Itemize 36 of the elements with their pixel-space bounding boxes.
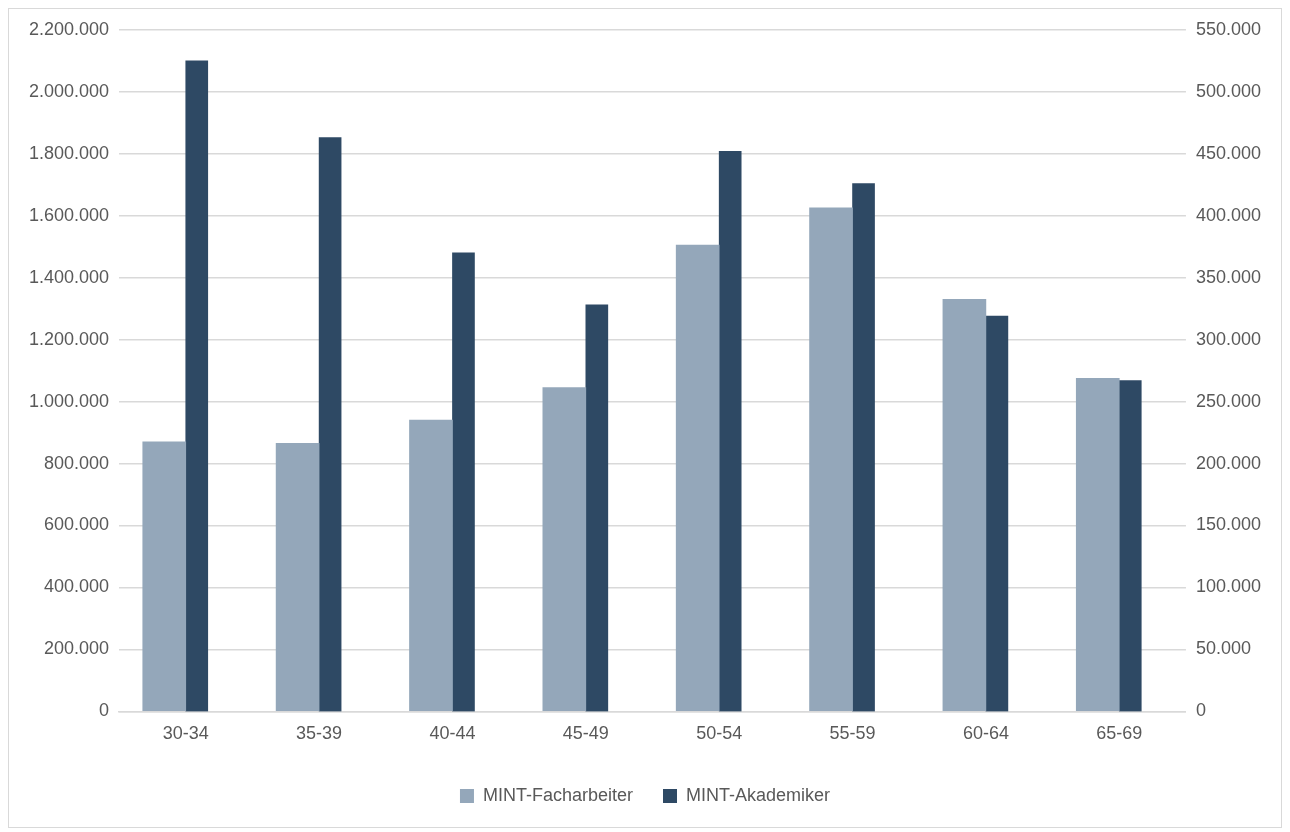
y2-tick-label: 0 (1195, 700, 1206, 721)
legend-label: MINT-Facharbeiter (482, 784, 634, 805)
y-tick-label: 800.000 (44, 452, 110, 473)
y2-tick-label: 300.000 (1195, 328, 1262, 349)
y-tick-label: 1.000.000 (29, 390, 110, 411)
y2-tick-label: 450.000 (1195, 142, 1262, 163)
y-tick-label: 0 (99, 700, 110, 721)
y2-tick-label: 50.000 (1195, 638, 1251, 659)
x-tick-label: 30-34 (162, 723, 209, 744)
y2-tick-label: 400.000 (1195, 204, 1262, 225)
y2-tick-label: 250.000 (1195, 390, 1262, 411)
y-tick-label: 1.800.000 (29, 142, 110, 163)
x-tick-label: 50-54 (696, 723, 743, 744)
x-tick-label: 40-44 (429, 723, 476, 744)
bar (185, 60, 209, 712)
bar (318, 137, 342, 712)
y-tick-label: 1.200.000 (29, 328, 110, 349)
y-tick-label: 600.000 (44, 514, 110, 535)
y2-tick-label: 200.000 (1195, 452, 1262, 473)
y2-tick-label: 550.000 (1195, 18, 1262, 39)
x-tick-label: 45-49 (562, 723, 609, 744)
y-tick-label: 1.400.000 (29, 266, 110, 287)
y2-tick-label: 350.000 (1195, 266, 1262, 287)
y2-tick-label: 100.000 (1195, 576, 1262, 597)
y-tick-label: 400.000 (44, 576, 110, 597)
y-tick-label: 2.000.000 (29, 80, 110, 101)
x-tick-label: 35-39 (296, 723, 343, 744)
x-tick-label: 65-69 (1096, 723, 1143, 744)
x-tick-label: 60-64 (962, 723, 1009, 744)
x-tick-label: 55-59 (829, 723, 876, 744)
y-tick-label: 1.600.000 (29, 204, 110, 225)
y-tick-label: 2.200.000 (29, 18, 110, 39)
y2-tick-label: 500.000 (1195, 80, 1262, 101)
legend-label: MINT-Akademiker (686, 784, 831, 805)
y2-tick-label: 150.000 (1195, 514, 1262, 535)
y-tick-label: 200.000 (44, 638, 110, 659)
